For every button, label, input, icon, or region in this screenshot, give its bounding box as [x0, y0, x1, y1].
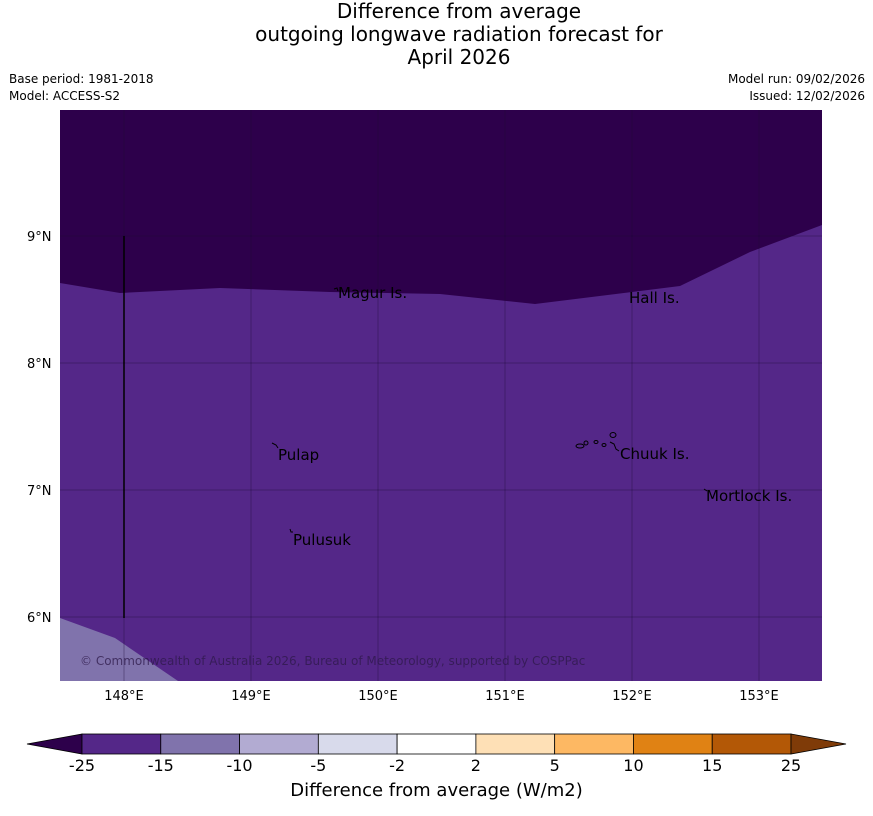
title-line-3: April 2026: [407, 45, 511, 69]
lon-label-151e: 151°E: [485, 689, 525, 704]
map-area: [60, 110, 822, 681]
colorbar-tick-label: 5: [549, 756, 560, 775]
pulusuk-island-shape: [289, 528, 293, 533]
colorbar-tick-label: -25: [68, 756, 96, 775]
issued-date: Issued: 12/02/2026: [749, 89, 865, 103]
place-label-pulusuk: Pulusuk: [293, 531, 351, 549]
model-name: Model: ACCESS-S2: [9, 89, 121, 103]
place-label-magur: Magur Is.: [338, 284, 407, 302]
colorbar-tick-label: 15: [702, 756, 723, 775]
meta-right: Model run: 09/02/2026 Issued: 12/02/2026: [728, 71, 865, 105]
colorbar-label: Difference from average (W/m2): [290, 780, 583, 801]
colorbar-extend-low: [26, 733, 83, 755]
colorbar-segment: [317, 733, 398, 755]
colorbar-tick-label: -2: [389, 756, 406, 775]
copyright-notice: © Commonwealth of Australia 2026, Bureau…: [80, 654, 585, 668]
title-line-2: outgoing longwave radiation forecast for: [255, 22, 663, 46]
model-run: Model run: 09/02/2026: [727, 72, 865, 86]
pulap-island-shape: [271, 442, 279, 449]
colorbar-tick-label: -15: [147, 756, 174, 775]
colorbar-segment: [81, 733, 162, 755]
colorbar-segment: [396, 733, 477, 755]
colorbar-tick-label: 25: [780, 756, 802, 775]
colorbar-tick-label: -5: [310, 756, 327, 775]
colorbar-tick-label: 2: [470, 756, 481, 775]
lat-label-8n: 8°N: [27, 357, 52, 372]
chuuk-lagoon-shape: [575, 432, 620, 452]
magur-island-shape: [333, 287, 339, 292]
place-label-pulap: Pulap: [278, 446, 319, 464]
lon-label-150e: 150°E: [358, 689, 398, 704]
colorbar-segment: [711, 733, 792, 755]
place-label-chuuk: Chuuk Is.: [620, 445, 689, 463]
lat-label-6n: 6°N: [27, 611, 52, 626]
colorbar-segment: [554, 733, 634, 755]
title-line-1: Difference from average: [336, 0, 582, 23]
place-label-mortlock: Mortlock Is.: [706, 487, 792, 505]
colorbar-segment: [239, 733, 319, 755]
colorbar-extend-high: [790, 733, 847, 755]
lon-label-153e: 153°E: [739, 689, 779, 704]
colorbar-segment: [475, 733, 556, 755]
colorbar-tick-label: 10: [623, 756, 644, 775]
anomaly-field-minus-10: [60, 618, 178, 681]
lon-label-148e: 148°E: [104, 689, 144, 704]
colorbar-tick-label: -10: [226, 756, 253, 775]
colorbar-segment: [160, 733, 240, 755]
mortlock-island-shape: [703, 488, 708, 492]
colorbar: [26, 733, 847, 755]
anomaly-field-minus-25: [60, 110, 822, 304]
base-period: Base period: 1981-2018: [9, 72, 154, 86]
place-label-hall: Hall Is.: [629, 289, 680, 307]
lat-label-7n: 7°N: [27, 484, 52, 499]
lat-label-9n: 9°N: [27, 230, 52, 245]
meta-left: Base period: 1981-2018 Model: ACCESS-S2: [9, 71, 154, 105]
lon-label-149e: 149°E: [231, 689, 271, 704]
colorbar-segment: [633, 733, 713, 755]
islands: [271, 287, 708, 533]
map-title: Difference from average outgoing longwav…: [0, 0, 873, 69]
lon-label-152e: 152°E: [612, 689, 652, 704]
